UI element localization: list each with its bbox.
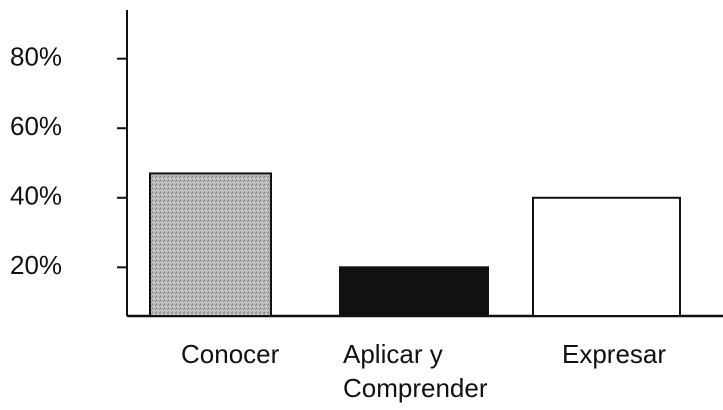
x-tick-label: Conocer: [181, 339, 280, 369]
x-tick-label: Expresar: [562, 339, 667, 369]
bar: [149, 172, 272, 317]
x-tick-label: Aplicar y Comprender: [343, 339, 488, 403]
y-tick-label: 20%: [10, 250, 62, 280]
y-tick-label: 40%: [10, 181, 62, 211]
y-tick-label: 80%: [10, 42, 62, 72]
bar: [339, 266, 489, 317]
bar: [532, 196, 681, 317]
y-tick-label: 60%: [10, 111, 62, 141]
